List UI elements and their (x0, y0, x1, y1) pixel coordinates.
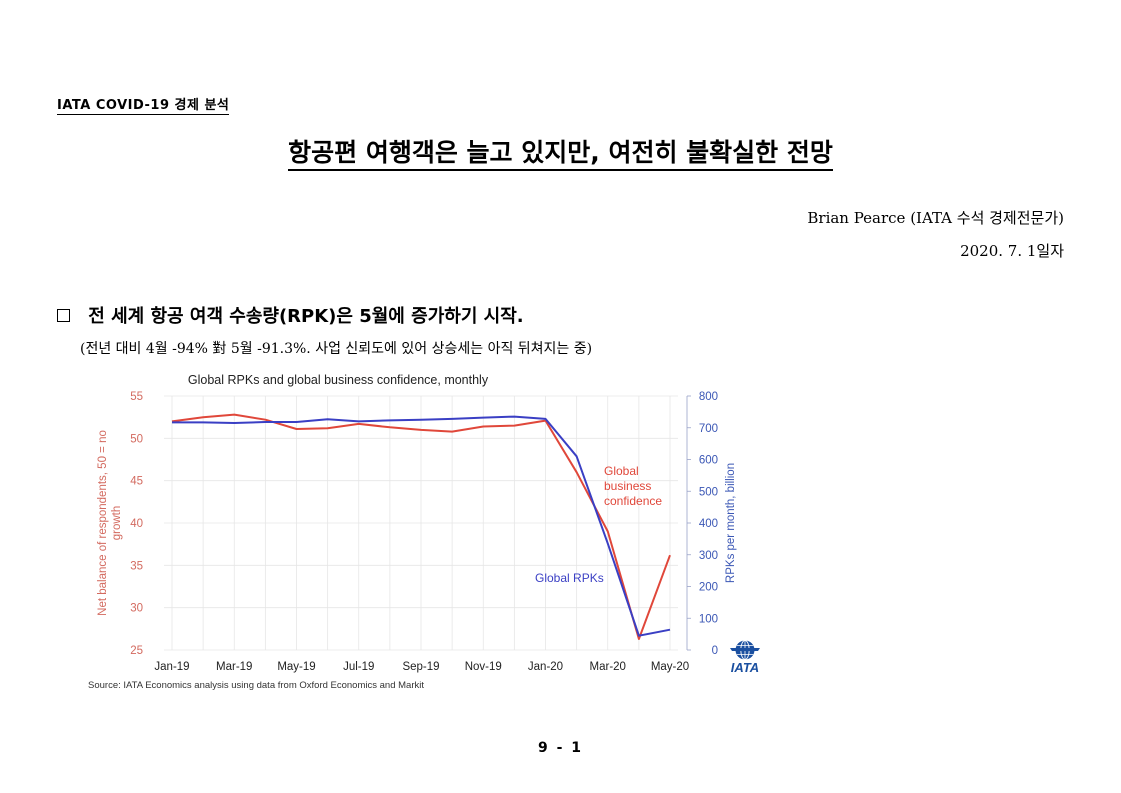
series-layer (171, 413, 671, 640)
left-axis-ticks: 25 30 35 40 45 50 55 (130, 391, 143, 657)
right-tick-label: 300 (699, 550, 718, 562)
left-tick-label: 55 (130, 391, 143, 403)
series-label-business-confidence: Global business confidence (604, 464, 662, 508)
left-tick-label: 30 (130, 603, 143, 615)
right-axis-ticks: 0 100 200 300 400 500 600 700 800 (687, 391, 718, 657)
globe-icon (730, 640, 760, 660)
right-tick-label: 700 (699, 423, 718, 435)
chart-title: Global RPKs and global business confiden… (188, 373, 489, 387)
section-title: 전 세계 항공 여객 수송량(RPK)은 5월에 증가하기 시작. (57, 302, 524, 328)
chart-container: Global RPKs and global business confiden… (80, 368, 780, 698)
document-title-text: 항공편 여행객은 늘고 있지만, 여전히 불확실한 전망 (288, 138, 833, 171)
x-tick-label: Jul-19 (343, 661, 374, 673)
y-axis-label-left-line: Net balance of respondents, 50 = no (97, 430, 109, 616)
chart-grid (164, 395, 678, 651)
series-labels: Global business confidence Global RPKs (535, 464, 662, 585)
x-tick-label: Nov-19 (465, 661, 502, 673)
chart-svg: Global RPKs and global business confiden… (88, 373, 760, 691)
iata-logo-text: IATA (731, 660, 759, 675)
x-tick-label: May-19 (277, 661, 315, 673)
right-tick-label: 500 (699, 486, 718, 498)
page-number: 9 - 1 (537, 740, 584, 756)
x-tick-label: Jan-19 (154, 661, 189, 673)
x-tick-label: Sep-19 (402, 661, 439, 673)
right-tick-label: 600 (699, 455, 718, 467)
x-tick-label: Mar-20 (590, 661, 626, 673)
series-line-global-business-confidence (171, 413, 671, 640)
right-tick-label: 100 (699, 613, 718, 625)
series-label-line: Global (604, 464, 639, 478)
right-tick-label: 800 (699, 391, 718, 403)
left-tick-label: 50 (130, 433, 143, 445)
publish-date: 2020. 7. 1일자 (960, 242, 1064, 260)
author: Brian Pearce (IATA 수석 경제전문가) (807, 209, 1064, 227)
checkbox-bullet-icon (57, 308, 70, 322)
iata-logo: IATA (730, 640, 760, 675)
right-tick-label: 200 (699, 582, 718, 594)
document-title: 항공편 여행객은 늘고 있지만, 여전히 불확실한 전망 (0, 133, 1121, 171)
x-tick-label: May-20 (651, 661, 689, 673)
series-label-line: confidence (604, 494, 662, 508)
left-tick-label: 45 (130, 476, 143, 488)
series-label-global-rpks: Global RPKs (535, 571, 604, 585)
section-title-text: 전 세계 항공 여객 수송량(RPK)은 5월에 증가하기 시작. (88, 306, 524, 327)
x-axis-ticks: Jan-19 Mar-19 May-19 Jul-19 Sep-19 Nov-19 Jan-… (154, 661, 689, 673)
header-tag: IATA COVID-19 경제 분석 (57, 94, 230, 115)
section-subtitle: (전년 대비 4월 -94% 對 5월 -91.3%. 사업 신뢰도에 있어 상… (80, 341, 593, 357)
series-label-line: business (604, 479, 651, 493)
left-tick-label: 40 (130, 518, 143, 530)
right-tick-label: 0 (712, 645, 718, 657)
left-tick-label: 25 (130, 645, 143, 657)
series-line-global-rpks (172, 415, 671, 637)
right-tick-label: 400 (699, 518, 718, 530)
x-tick-label: Jan-20 (528, 661, 563, 673)
y-axis-label-right: RPKs per month, billion (725, 463, 737, 583)
x-tick-label: Mar-19 (216, 661, 252, 673)
y-axis-label-left: Net balance of respondents, 50 = no growt… (97, 430, 123, 616)
left-tick-label: 35 (130, 560, 143, 572)
chart-source: Source: IATA Economics analysis using da… (88, 680, 424, 691)
y-axis-label-left-line: growth (111, 506, 123, 541)
